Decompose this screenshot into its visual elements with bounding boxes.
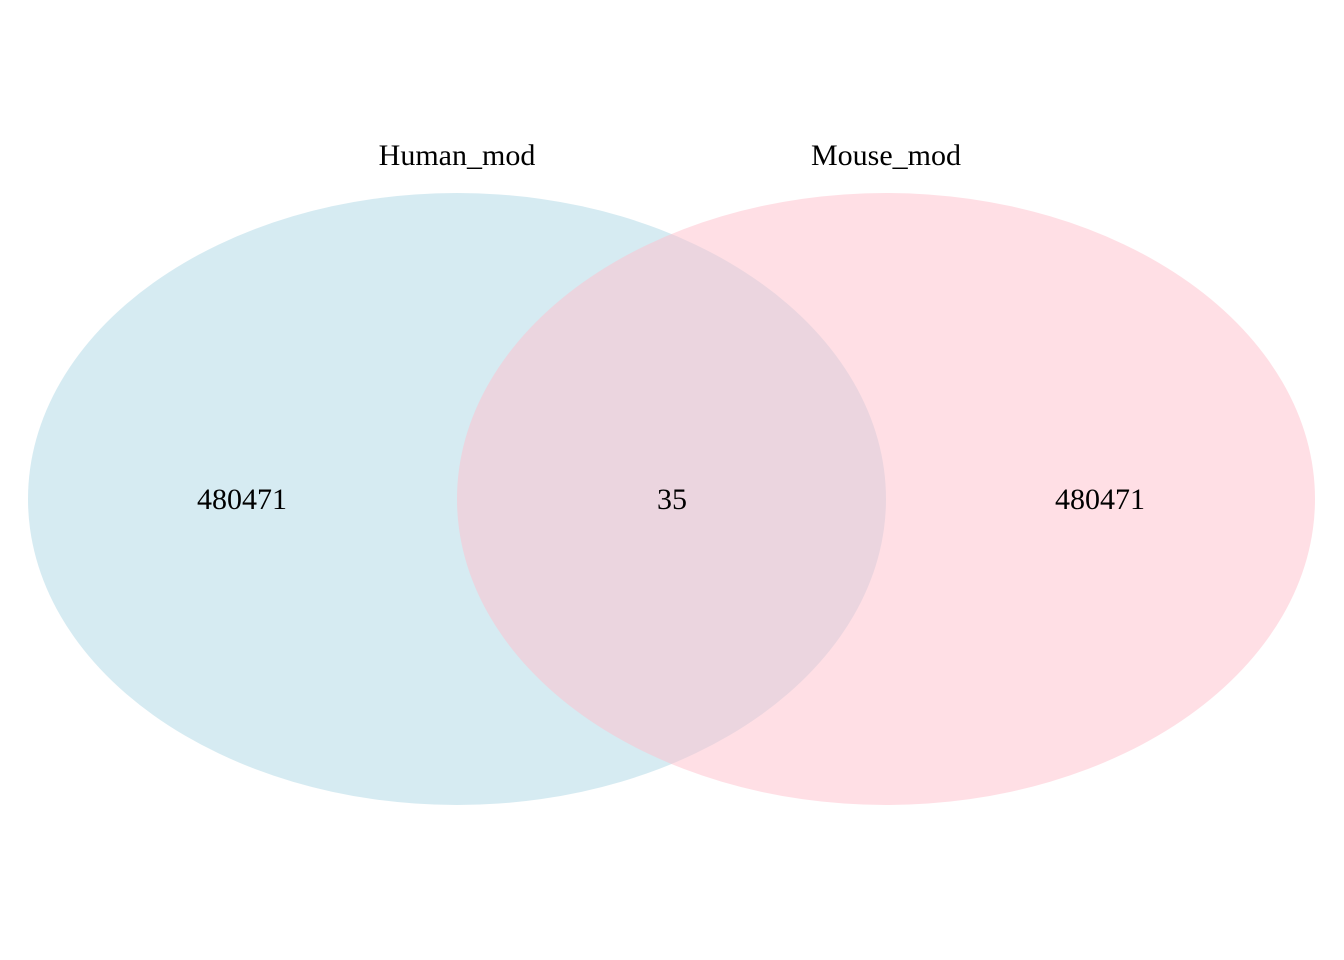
- mouse-mod-set-ellipse: [457, 193, 1315, 805]
- human-only-count: 480471: [197, 483, 287, 516]
- mouse-only-count: 480471: [1055, 483, 1145, 516]
- human-mod-set-label: Human_mod: [379, 139, 536, 172]
- mouse-mod-set-label: Mouse_mod: [811, 139, 961, 172]
- intersection-count: 35: [657, 483, 687, 516]
